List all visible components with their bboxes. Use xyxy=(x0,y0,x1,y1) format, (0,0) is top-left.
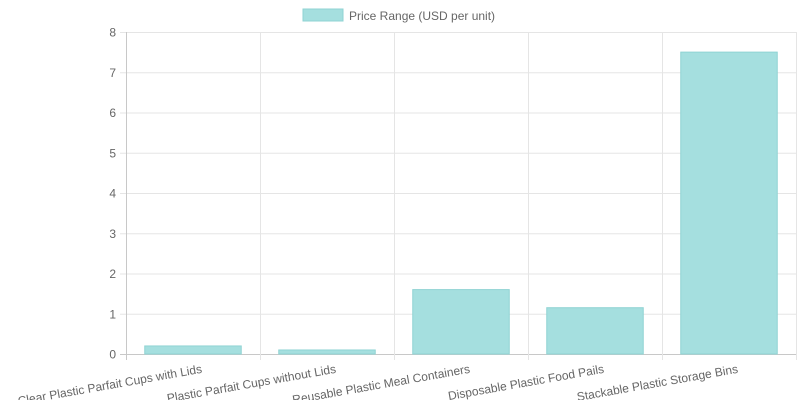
y-tick-label: 7 xyxy=(109,66,116,80)
y-tick-label: 5 xyxy=(109,146,116,160)
bars xyxy=(144,51,778,355)
y-tick-label: 3 xyxy=(109,227,116,241)
grid xyxy=(120,32,797,360)
legend[interactable]: Price Range (USD per unit) xyxy=(302,8,495,23)
bar[interactable] xyxy=(680,51,778,355)
y-tick-label: 8 xyxy=(109,26,116,40)
y-tick-label: 4 xyxy=(109,187,116,201)
y-axis-ticks: 0 1 2 3 4 5 6 7 8 xyxy=(109,26,116,362)
y-tick-label: 6 xyxy=(109,106,116,120)
bar[interactable] xyxy=(144,345,242,355)
y-tick-label: 0 xyxy=(109,348,116,362)
bar[interactable] xyxy=(546,307,644,355)
bar[interactable] xyxy=(278,349,376,355)
x-axis-ticks: Clear Plastic Parfait Cups with LidsPlas… xyxy=(17,362,739,400)
y-tick-label: 2 xyxy=(109,267,116,281)
y-tick-label: 1 xyxy=(109,307,116,321)
bar[interactable] xyxy=(412,289,510,355)
legend-label: Price Range (USD per unit) xyxy=(349,9,495,23)
legend-swatch xyxy=(302,8,344,22)
